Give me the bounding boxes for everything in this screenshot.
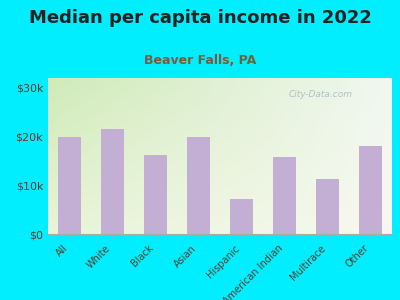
Bar	[58, 137, 81, 234]
Text: City-Data.com: City-Data.com	[289, 91, 353, 100]
Bar	[144, 155, 167, 234]
Bar	[359, 146, 382, 234]
Bar	[230, 199, 253, 234]
Text: Beaver Falls, PA: Beaver Falls, PA	[144, 54, 256, 67]
Bar	[273, 157, 296, 234]
Bar	[187, 137, 210, 234]
Text: Median per capita income in 2022: Median per capita income in 2022	[28, 9, 372, 27]
Bar	[316, 179, 339, 234]
Bar	[101, 129, 124, 234]
